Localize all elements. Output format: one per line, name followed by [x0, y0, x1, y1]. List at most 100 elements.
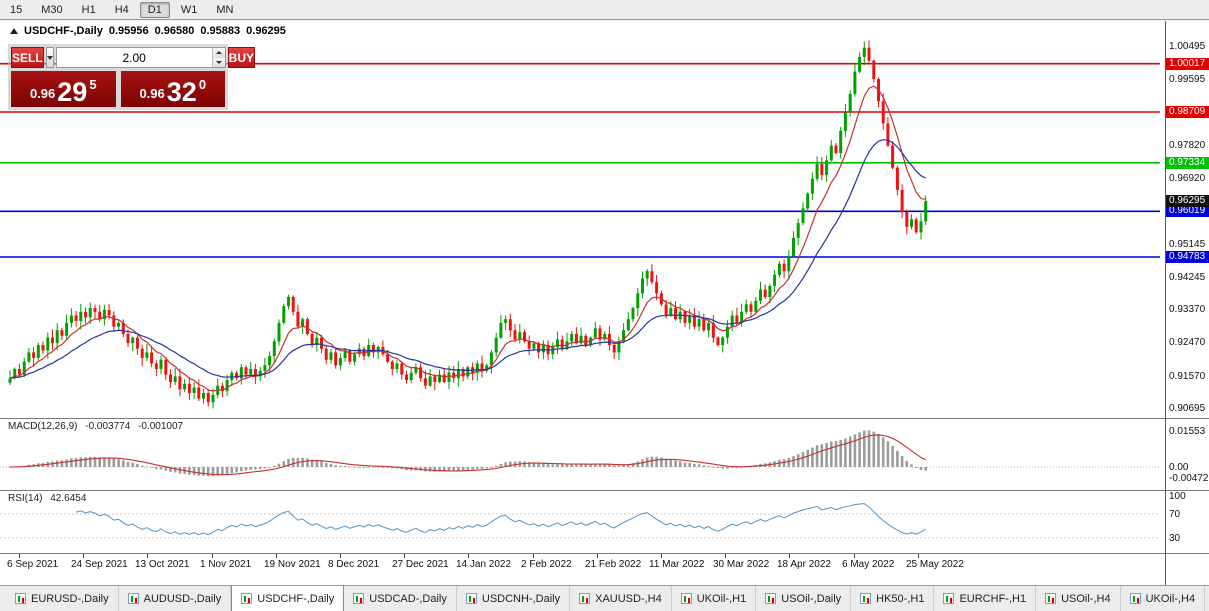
chart-tab-icon [1129, 593, 1141, 604]
date-axis-label: 19 Nov 2021 [264, 559, 321, 570]
macd-axis-label: 0.00 [1169, 462, 1189, 473]
chart-tab-usdcad-daily[interactable]: USDCAD-,Daily [344, 586, 457, 611]
price-chart[interactable] [0, 21, 1165, 418]
date-axis-label: 14 Jan 2022 [456, 559, 512, 570]
sell-button[interactable]: SELL [11, 47, 44, 68]
timeframe-button-15[interactable]: 15 [10, 3, 23, 16]
price-axis[interactable]: 1.004950.995950.986950.978200.969200.960… [1166, 21, 1209, 585]
panel-separator [0, 553, 1209, 554]
chart-tab-usoil-h4[interactable]: USOil-,H4 [1036, 586, 1121, 611]
rsi-line [75, 503, 926, 536]
chevron-up-icon [215, 51, 222, 55]
date-axis-label: 6 Sep 2021 [7, 559, 59, 570]
timeframe-button-M30[interactable]: M30 [41, 3, 63, 16]
chart-tab-label: UKOil-,H4 [1145, 592, 1196, 605]
chevron-down-icon [46, 55, 53, 60]
chart-tab-ukoil-h1[interactable]: UKOil-,H1 [672, 586, 757, 611]
one-click-trading-panel: SELL BUY 0.96 29 5 [8, 44, 256, 110]
rsi-panel[interactable] [0, 490, 1165, 553]
chart-tab-usdchf-daily[interactable]: USDCHF-,Daily [231, 586, 345, 611]
price-axis-label: 0.90695 [1169, 403, 1206, 414]
chart-tab-label: EURCHF-,H1 [959, 592, 1027, 605]
date-axis-label: 2 Feb 2022 [521, 559, 572, 570]
lot-decrement-button[interactable] [212, 57, 225, 67]
lot-size-field [55, 47, 226, 68]
date-axis-label: 6 May 2022 [842, 559, 895, 570]
price-level-badge: 0.96019 [1166, 205, 1209, 217]
date-axis-label: 24 Sep 2021 [71, 559, 128, 570]
chart-tab-ukoil-h4[interactable]: UKOil-,H4 [1121, 586, 1206, 611]
collapse-panel-icon[interactable] [10, 28, 18, 34]
chart-tab-icon [1045, 593, 1057, 604]
chart-tab-hk50-h1[interactable]: HK50-,H1 [851, 586, 935, 611]
date-tick [83, 554, 84, 558]
macd-signal-line [9, 434, 926, 476]
date-axis-label: 25 May 2022 [906, 559, 964, 570]
chart-tab-bar: EURUSD-,Daily AUDUSD-,Daily USDCHF-,Daily U… [0, 585, 1209, 611]
lot-size-input[interactable] [56, 48, 212, 67]
lot-increment-button[interactable] [212, 48, 225, 58]
date-axis-label: 11 Mar 2022 [649, 559, 705, 570]
timeframe-button-MN[interactable]: MN [216, 3, 234, 16]
buy-button[interactable]: BUY [227, 47, 256, 68]
sell-price-prefix: 0.96 [29, 86, 56, 101]
date-tick [404, 554, 405, 558]
sell-price-big: 29 [57, 77, 88, 107]
timeframe-button-W1[interactable]: W1 [180, 3, 198, 16]
macd-panel[interactable] [0, 418, 1165, 490]
date-tick [19, 554, 20, 558]
lot-dropdown-button[interactable] [45, 47, 54, 68]
buy-price-display[interactable]: 0.96 32 0 [120, 71, 225, 107]
macd-histogram [8, 430, 927, 477]
timeframe-button-H4[interactable]: H4 [114, 3, 129, 16]
chart-tab-eurusd-daily[interactable]: EURUSD-,Daily [6, 586, 119, 611]
chart-background [0, 21, 1209, 585]
date-axis[interactable]: 6 Sep 2021 24 Sep 2021 13 Oct 2021 1 Nov 20… [0, 554, 1165, 585]
chart-tab-label: XAUUSD-,H4 [595, 592, 662, 605]
rsi-value: 42.6454 [50, 493, 87, 504]
sell-price-display[interactable]: 0.96 29 5 [11, 71, 116, 107]
price-axis-separator [1165, 21, 1166, 585]
chart-symbol-label: USDCHF-,Daily [24, 25, 103, 37]
ma-fast-line [9, 85, 926, 392]
price-axis-label: 0.91570 [1169, 371, 1206, 382]
rsi-title: RSI(14) [8, 493, 43, 504]
timeframe-button-H1[interactable]: H1 [81, 3, 96, 16]
price-axis-label: 1.00495 [1169, 41, 1206, 52]
timeframe-button-D1[interactable]: D1 [139, 1, 170, 18]
chart-tab-usoil-daily[interactable]: USOil-,Daily [756, 586, 852, 611]
price-level-badge: 0.98709 [1166, 106, 1209, 118]
sell-price-sup: 5 [89, 77, 97, 92]
price-level-badge: 1.00017 [1166, 58, 1209, 70]
macd-axis-label: -0.00472 [1169, 473, 1209, 484]
chart-tab-eurchf-h1[interactable]: EURCHF-,H1 [934, 586, 1037, 611]
chart-tab-icon [127, 593, 139, 604]
macd-axis-label: 0.01553 [1169, 426, 1206, 437]
date-axis-label: 30 Mar 2022 [713, 559, 770, 570]
macd-signal-value: -0.001007 [138, 421, 184, 432]
date-axis-label: 1 Nov 2021 [200, 559, 252, 570]
date-tick [147, 554, 148, 558]
date-tick [725, 554, 726, 558]
buy-price-sup: 0 [198, 77, 207, 92]
price-axis-label: 0.97820 [1169, 140, 1206, 151]
chart-tab-audusd-daily[interactable]: AUDUSD-,Daily [119, 586, 232, 611]
ma-slow-line [9, 139, 926, 379]
chart-tab-icon [15, 593, 26, 604]
date-axis-label: 18 Apr 2022 [777, 559, 831, 570]
date-tick [340, 554, 341, 558]
chart-tab-usdcnh-daily[interactable]: USDCNH-,Daily [457, 586, 571, 611]
price-axis-label: 0.96920 [1169, 173, 1206, 184]
chart-tab-label: USOil-,Daily [781, 592, 842, 605]
ohlc-close: 0.96295 [246, 25, 286, 37]
panel-separator [0, 490, 1209, 491]
chart-tab-icon [579, 593, 591, 604]
chart-tab-icon [353, 593, 365, 604]
date-tick [789, 554, 790, 558]
rsi-indicator-header: RSI(14) 42.6454 [8, 493, 91, 504]
price-axis-label: 0.93370 [1169, 304, 1206, 315]
date-tick [468, 554, 469, 558]
date-tick [661, 554, 662, 558]
chart-tab-xauusd-h4[interactable]: XAUUSD-,H4 [570, 586, 672, 611]
